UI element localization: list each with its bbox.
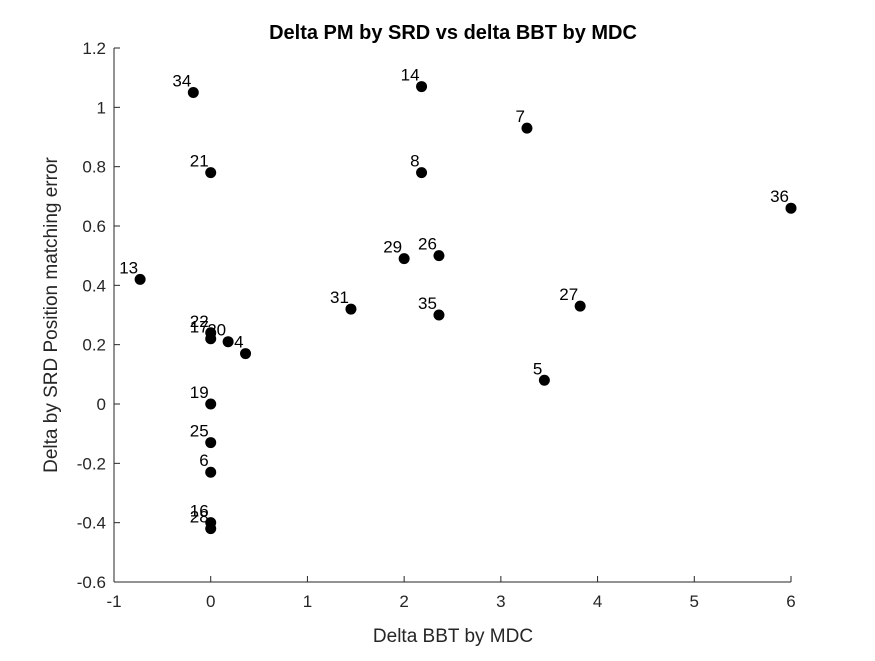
y-tick-label: 0.2: [82, 336, 106, 355]
data-point: [240, 348, 252, 360]
data-point: [521, 122, 533, 134]
x-tick-label: 5: [690, 592, 699, 611]
y-tick-label: 1: [97, 98, 106, 117]
y-tick-label: 0.4: [82, 276, 106, 295]
data-point: [416, 81, 428, 93]
data-point: [205, 398, 217, 410]
data-point: [345, 303, 357, 315]
data-point-label: 19: [190, 383, 209, 402]
x-tick-label: 4: [593, 592, 602, 611]
data-point-label: 34: [172, 72, 191, 91]
x-tick-label: 0: [206, 592, 215, 611]
data-point: [574, 300, 586, 312]
data-point: [205, 167, 217, 179]
y-tick-label: -0.6: [77, 573, 106, 592]
data-point-label: 21: [190, 152, 209, 171]
data-point-label: 6: [199, 451, 208, 470]
data-point-label: 36: [770, 187, 789, 206]
data-point-label: 31: [330, 288, 349, 307]
data-point-label: 5: [533, 359, 542, 378]
x-tick-label: 2: [399, 592, 408, 611]
plot-area: [114, 48, 791, 582]
tick-labels: -1 0 1 2 3 4 5 6-0.6-0.4-0.200.20.40.60.811.2: [77, 39, 796, 611]
data-point: [222, 336, 234, 348]
data-point: [205, 523, 217, 535]
data-point-label: 17: [190, 318, 209, 337]
data-point: [134, 273, 146, 285]
axes: [113, 47, 792, 583]
x-tick-label: 3: [496, 592, 505, 611]
data-point: [785, 202, 797, 214]
data-point: [205, 333, 217, 345]
x-tick-label: -1: [106, 592, 121, 611]
data-point: [187, 87, 199, 98]
data-point-label: 14: [401, 66, 420, 85]
data-point: [538, 374, 550, 386]
y-tick-label: 0: [97, 395, 106, 414]
data-point: [205, 437, 217, 449]
data-point-label: 22: [190, 312, 209, 331]
data-point-label: 35: [418, 294, 437, 313]
data-point-label: 7: [516, 107, 525, 126]
x-axis-label: Delta BBT by MDC: [373, 626, 533, 647]
y-tick-label: 0.6: [82, 217, 106, 236]
data-point-label: 25: [190, 422, 209, 441]
data-point-label: 8: [410, 152, 419, 171]
data-point: [398, 253, 410, 265]
data-point-label: 16: [190, 502, 209, 521]
data-point: [205, 466, 217, 478]
data-point-label: 29: [383, 238, 402, 257]
data-point: [416, 167, 428, 179]
data-point-label: 4: [234, 333, 243, 352]
y-axis-label: Delta by SRD Position matching error: [41, 156, 62, 472]
y-tick-label: 0.8: [82, 158, 106, 177]
data-point: [433, 250, 445, 262]
y-tick-label: -0.2: [77, 454, 106, 473]
data-point-label: 28: [190, 508, 209, 527]
data-point-label: 20: [207, 321, 226, 340]
data-point-label: 26: [418, 235, 437, 254]
data-point: [433, 309, 445, 321]
y-tick-label: 1.2: [82, 39, 106, 58]
x-tick-label: 6: [786, 592, 795, 611]
data-point-label: 27: [559, 285, 578, 304]
data-point-label: 13: [119, 258, 138, 277]
chart-title: Delta PM by SRD vs delta BBT by MDC: [269, 22, 637, 44]
y-tick-label: -0.4: [77, 514, 106, 533]
x-tick-label: 1: [303, 592, 312, 611]
